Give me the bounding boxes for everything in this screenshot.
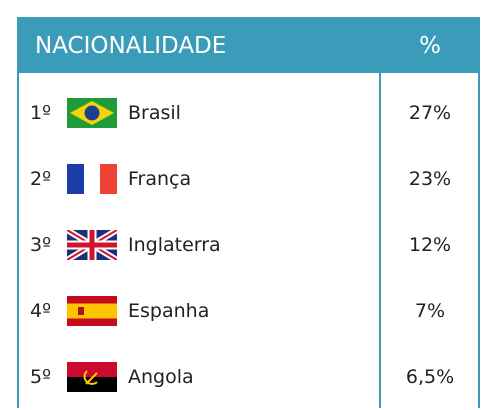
country: Angola <box>128 366 194 388</box>
flag-angola <box>67 362 117 392</box>
rank: 4º <box>30 300 52 322</box>
flag-uk <box>67 230 117 260</box>
header-cell: % <box>419 33 441 59</box>
rank: 1º <box>30 102 52 124</box>
country: França <box>128 168 192 190</box>
table-row: 1º Brasil 27% <box>17 80 480 146</box>
percent: 6,5% <box>405 366 455 388</box>
table-frame <box>17 17 480 408</box>
rank: 3º <box>30 234 52 256</box>
table-row: 5º Angola 6,5% <box>17 344 480 410</box>
percent: 27% <box>408 102 452 124</box>
header-cell: NACIONALIDADE <box>35 33 227 59</box>
country: Espanha <box>128 300 210 322</box>
country: Brasil <box>128 102 181 124</box>
flag-france <box>67 164 117 194</box>
rank: 2º <box>30 168 52 190</box>
percent: 7% <box>414 300 446 322</box>
flag-spain <box>67 296 117 326</box>
table-header: NACIONALIDADE % <box>17 17 480 73</box>
country: Inglaterra <box>128 234 221 256</box>
table-row: 4º Espanha 7% <box>17 278 480 344</box>
percent: 12% <box>408 234 452 256</box>
rank: 5º <box>30 366 52 388</box>
flag-brazil <box>67 98 117 128</box>
table-row: 3º Inglaterra 12% <box>17 212 480 278</box>
table-row: 2º França 23% <box>17 146 480 212</box>
percent: 23% <box>408 168 452 190</box>
column-divider <box>379 73 381 408</box>
